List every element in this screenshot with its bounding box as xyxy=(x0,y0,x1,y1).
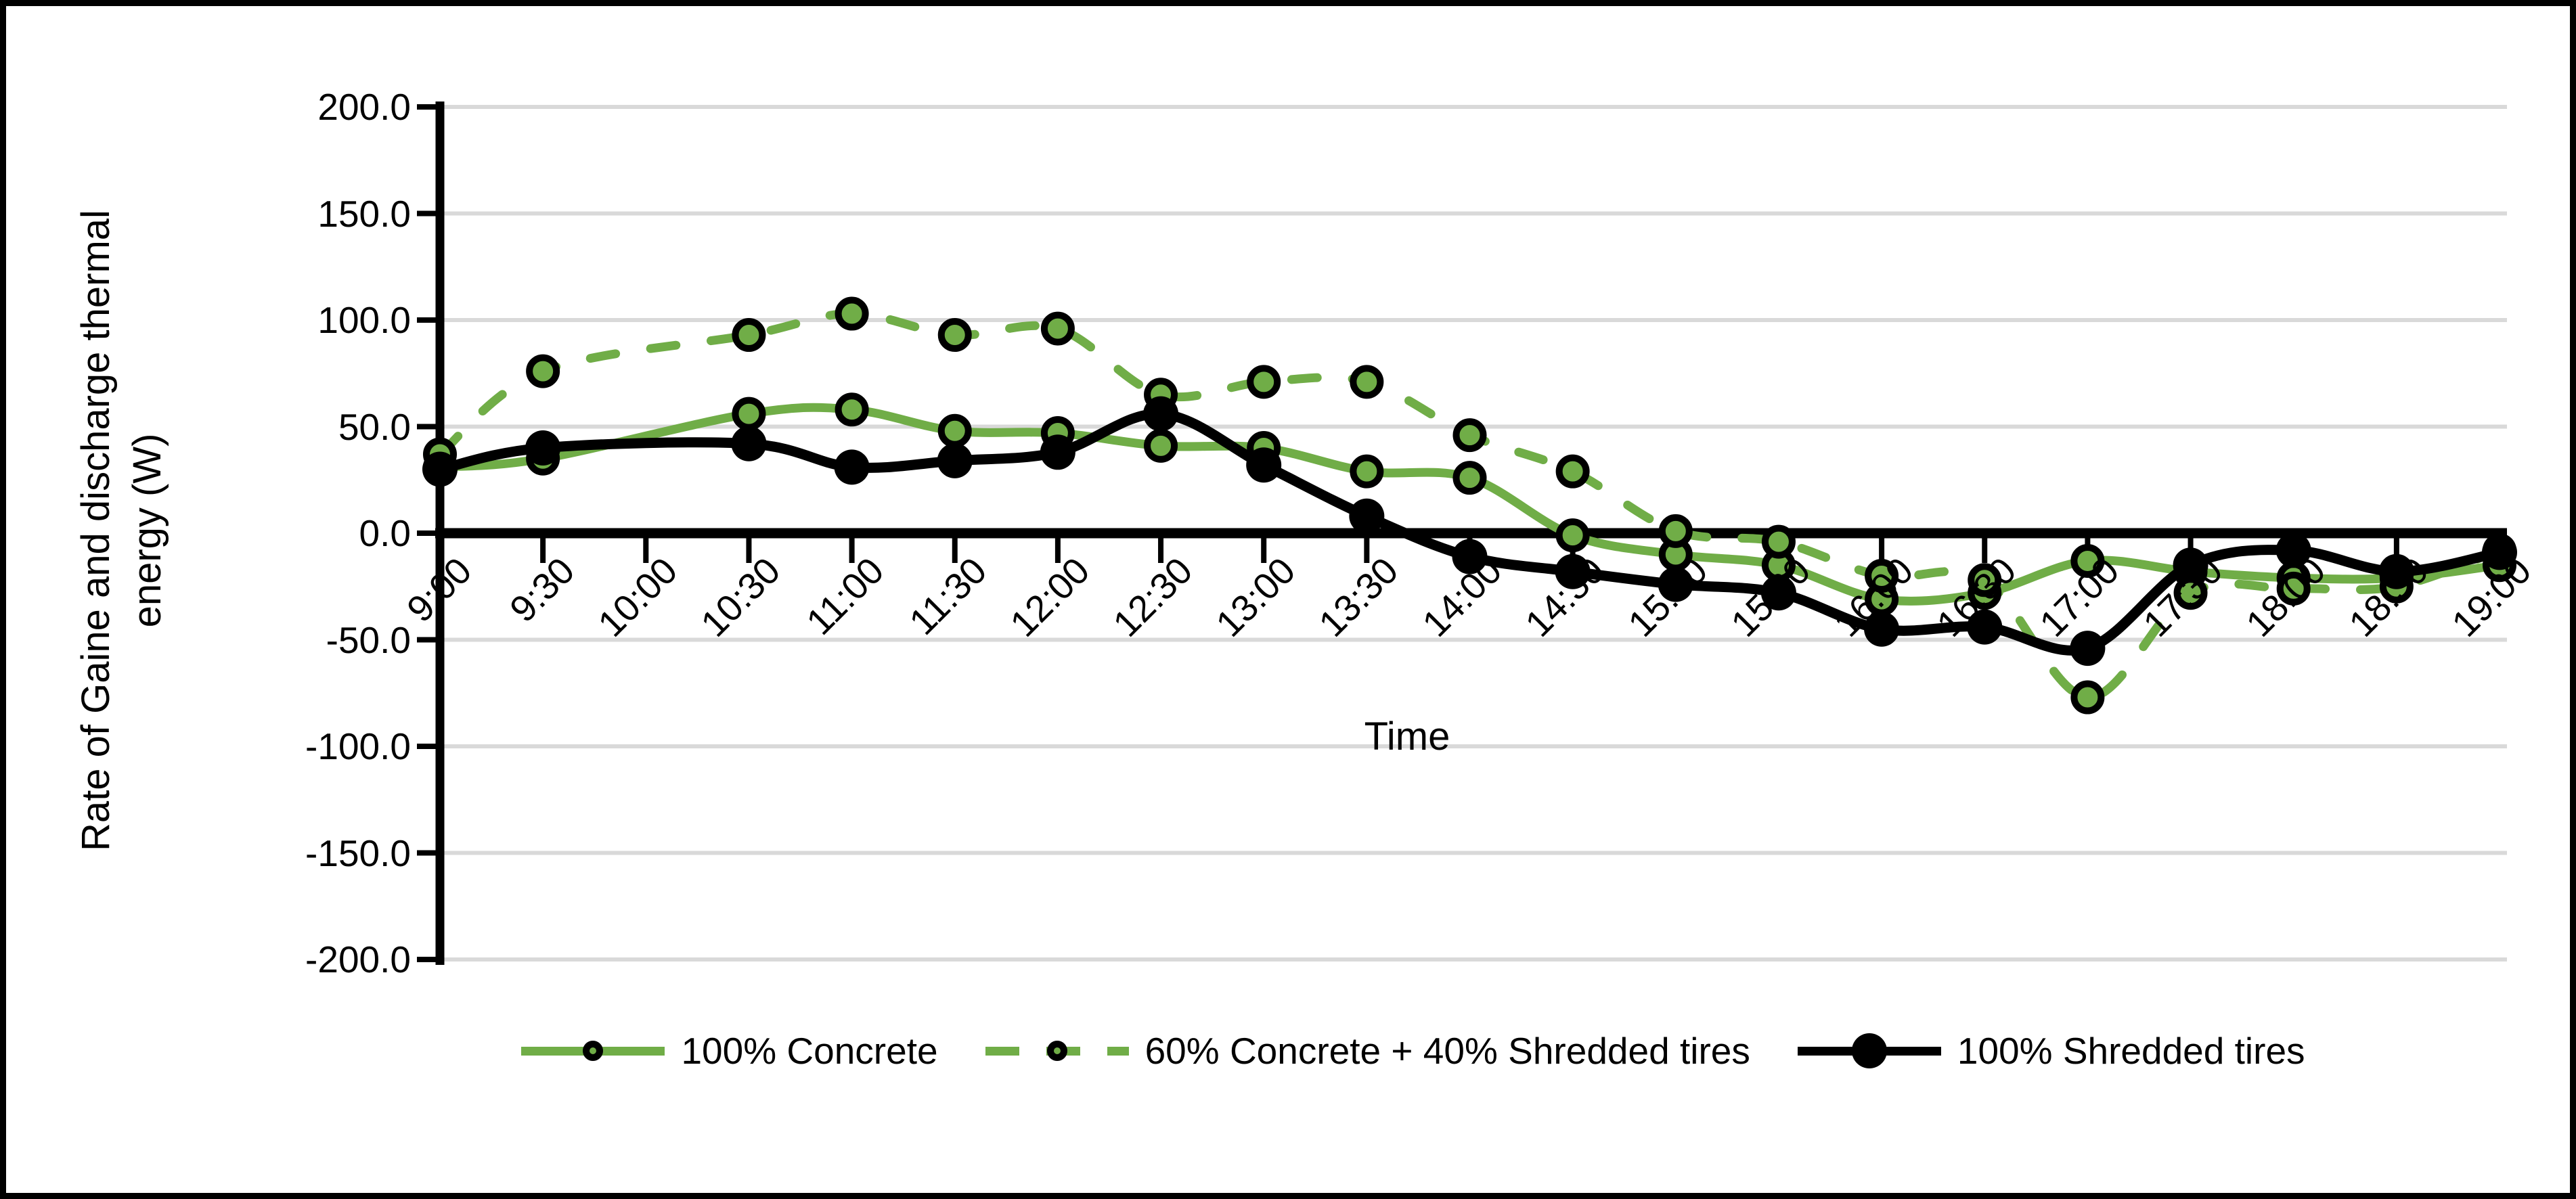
y-tick-label-200.0: 200.0 xyxy=(317,86,411,128)
marker-1-12:00 xyxy=(1040,311,1075,346)
marker-2-9:30 xyxy=(525,430,561,466)
legend-marker-icon-0 xyxy=(583,1041,604,1061)
marker-2-17:00 xyxy=(2070,631,2106,666)
marker-1-16:00 xyxy=(1865,559,1899,593)
marker-2-18:30 xyxy=(2378,553,2414,589)
marker-1-17:00 xyxy=(2070,680,2105,715)
y-tick-label--200.0: -200.0 xyxy=(305,938,411,980)
legend-item-0: 100% Concrete xyxy=(521,1029,938,1072)
y-tick-label--150.0: -150.0 xyxy=(305,832,411,874)
legend-line-sample-1 xyxy=(985,1041,1129,1061)
y-tick-label-150.0: 150.0 xyxy=(317,192,411,235)
marker-2-13:30 xyxy=(1349,498,1385,534)
marker-1-16:30 xyxy=(1968,563,2002,597)
marker-2-11:00 xyxy=(834,449,870,485)
marker-2-15:00 xyxy=(1658,566,1693,602)
marker-2-12:30 xyxy=(1143,396,1179,432)
marker-2-15:30 xyxy=(1760,575,1796,611)
marker-2-12:00 xyxy=(1040,434,1075,470)
y-tick-label-50.0: 50.0 xyxy=(338,405,411,448)
x-axis-title: Time xyxy=(1364,715,1450,759)
legend-label-2: 100% Shredded tires xyxy=(1957,1030,2305,1072)
marker-1-10:30 xyxy=(732,318,766,353)
y-axis-title-line1: Rate of Gaine and discharge thermal xyxy=(74,210,118,851)
legend-item-2: 100% Shredded tires xyxy=(1797,1029,2305,1072)
marker-0-11:30 xyxy=(937,413,972,448)
legend-item-1: 60% Concrete + 40% Shredded tires xyxy=(985,1029,1750,1072)
marker-1-14:30 xyxy=(1555,454,1590,489)
marker-0-14:30 xyxy=(1555,518,1590,553)
marker-2-14:00 xyxy=(1452,539,1488,574)
marker-1-18:00 xyxy=(2276,571,2311,606)
marker-2-18:00 xyxy=(2275,533,2311,568)
marker-0-13:30 xyxy=(1350,454,1384,489)
marker-1-9:30 xyxy=(526,354,560,388)
legend: 100% Concrete 60% Concrete + 40% Shredded… xyxy=(6,1029,2570,1072)
marker-0-10:30 xyxy=(732,397,766,431)
legend-label-0: 100% Concrete xyxy=(681,1030,938,1072)
y-tick-label--50.0: -50.0 xyxy=(326,618,411,661)
marker-1-15:00 xyxy=(1658,514,1693,548)
marker-2-9:00 xyxy=(422,451,458,487)
marker-1-11:30 xyxy=(937,318,972,353)
legend-label-1: 60% Concrete + 40% Shredded tires xyxy=(1145,1030,1750,1072)
y-tick-label-0.0: 0.0 xyxy=(359,512,411,554)
marker-0-11:00 xyxy=(835,392,869,427)
marker-0-17:00 xyxy=(2070,543,2105,578)
y-tick-label-100.0: 100.0 xyxy=(317,299,411,341)
marker-2-13:00 xyxy=(1246,447,1282,483)
marker-0-12:30 xyxy=(1144,428,1178,463)
chart-canvas xyxy=(417,101,2517,965)
y-axis-title-line2: energy (W) xyxy=(125,433,169,628)
marker-2-19:00 xyxy=(2482,535,2517,570)
marker-2-17:30 xyxy=(2173,547,2208,583)
legend-marker-icon-2 xyxy=(1851,1033,1887,1068)
marker-2-14:30 xyxy=(1555,553,1591,589)
marker-1-13:30 xyxy=(1350,365,1384,399)
marker-0-14:00 xyxy=(1452,461,1487,495)
marker-2-11:30 xyxy=(937,443,973,478)
marker-2-10:30 xyxy=(731,426,767,461)
marker-2-16:00 xyxy=(1864,611,1900,647)
legend-marker-icon-1 xyxy=(1046,1041,1067,1061)
marker-1-15:30 xyxy=(1761,524,1796,559)
y-tick-label--100.0: -100.0 xyxy=(305,725,411,767)
y-axis-title: Rate of Gaine and discharge thermal ener… xyxy=(70,40,179,1021)
legend-line-sample-2 xyxy=(1797,1033,1941,1068)
legend-line-sample-0 xyxy=(521,1041,665,1061)
marker-1-13:00 xyxy=(1247,365,1281,399)
marker-2-16:30 xyxy=(1967,609,2003,645)
marker-1-11:00 xyxy=(835,296,869,331)
marker-1-14:00 xyxy=(1452,418,1487,453)
